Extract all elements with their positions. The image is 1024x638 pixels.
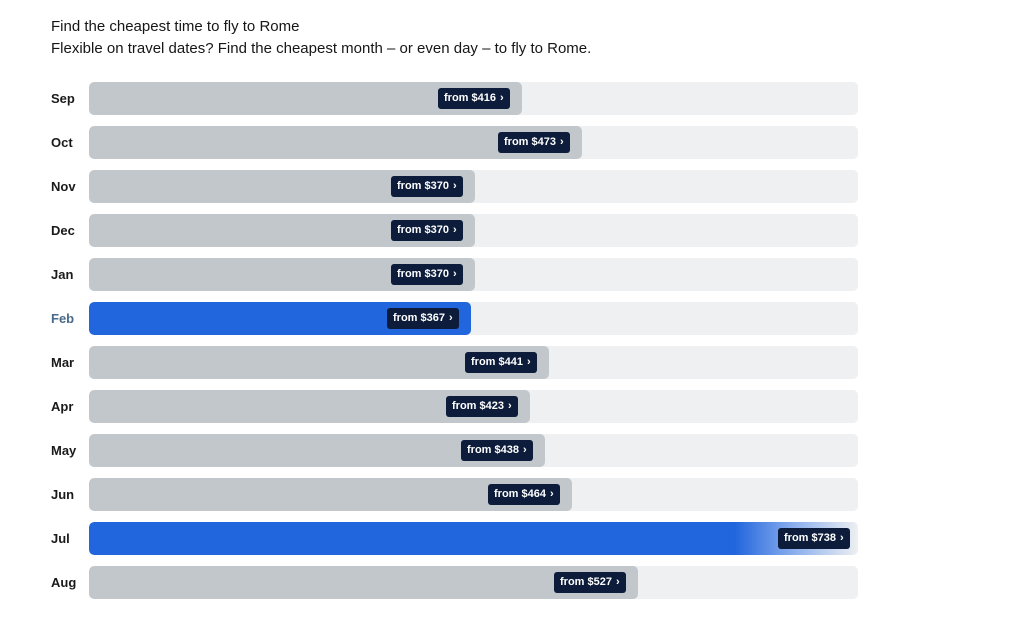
price-label: from $416 [444,92,496,104]
month-label: Mar [51,355,75,370]
bar-track [89,302,858,335]
month-label: Oct [51,135,73,150]
month-label: Sep [51,91,75,106]
month-row-jan[interactable]: Jan from $370 › [0,258,1024,291]
month-row-aug[interactable]: Aug from $527 › [0,566,1024,599]
month-row-nov[interactable]: Nov from $370 › [0,170,1024,203]
bar-track [89,258,858,291]
chevron-right-icon: › [615,576,620,588]
chevron-right-icon: › [839,532,844,544]
price-badge[interactable]: from $370 › [391,264,463,285]
price-badge[interactable]: from $441 › [465,352,537,373]
price-bar[interactable] [89,522,858,555]
chevron-right-icon: › [448,312,453,324]
month-label: Aug [51,575,77,590]
chevron-right-icon: › [499,92,504,104]
month-row-apr[interactable]: Apr from $423 › [0,390,1024,423]
price-badge[interactable]: from $423 › [446,396,518,417]
month-label: Jun [51,487,75,502]
month-row-mar[interactable]: Mar from $441 › [0,346,1024,379]
price-badge[interactable]: from $416 › [438,88,510,109]
price-badge[interactable]: from $527 › [554,572,626,593]
month-row-jun[interactable]: Jun from $464 › [0,478,1024,511]
month-row-dec[interactable]: Dec from $370 › [0,214,1024,247]
price-label: from $527 [560,576,612,588]
bar-track [89,566,858,599]
bar-track [89,522,858,555]
month-row-may[interactable]: May from $438 › [0,434,1024,467]
price-label: from $423 [452,400,504,412]
chevron-right-icon: › [507,400,512,412]
price-badge[interactable]: from $464 › [488,484,560,505]
price-bar[interactable] [89,566,638,599]
price-label: from $464 [494,488,546,500]
price-label: from $370 [397,224,449,236]
price-label: from $738 [784,532,836,544]
price-badge[interactable]: from $473 › [498,132,570,153]
price-badge[interactable]: from $367 › [387,308,459,329]
price-badge[interactable]: from $438 › [461,440,533,461]
price-label: from $438 [467,444,519,456]
chevron-right-icon: › [452,224,457,236]
page-title: Find the cheapest time to fly to Rome [51,18,300,35]
month-label: Nov [51,179,76,194]
chevron-right-icon: › [452,268,457,280]
month-row-sep[interactable]: Sep from $416 › [0,82,1024,115]
month-row-jul[interactable]: Jul from $738 › [0,522,1024,555]
chevron-right-icon: › [522,444,527,456]
chevron-right-icon: › [452,180,457,192]
month-label: May [51,443,77,458]
page-subtitle: Flexible on travel dates? Find the cheap… [51,40,592,57]
month-label: Dec [51,223,75,238]
chevron-right-icon: › [559,136,564,148]
price-label: from $370 [397,268,449,280]
price-badge[interactable]: from $738 › [778,528,850,549]
month-label: Apr [51,399,74,414]
month-row-feb[interactable]: Feb from $367 › [0,302,1024,335]
price-badge[interactable]: from $370 › [391,220,463,241]
bar-track [89,170,858,203]
month-row-oct[interactable]: Oct from $473 › [0,126,1024,159]
chevron-right-icon: › [549,488,554,500]
price-badge[interactable]: from $370 › [391,176,463,197]
month-label: Jul [51,531,70,546]
price-label: from $367 [393,312,445,324]
bar-track [89,478,858,511]
price-label: from $441 [471,356,523,368]
bar-track [89,214,858,247]
price-label: from $473 [504,136,556,148]
price-label: from $370 [397,180,449,192]
month-label: Feb [51,311,75,326]
chevron-right-icon: › [526,356,531,368]
month-label: Jan [51,267,74,282]
bar-track [89,126,858,159]
